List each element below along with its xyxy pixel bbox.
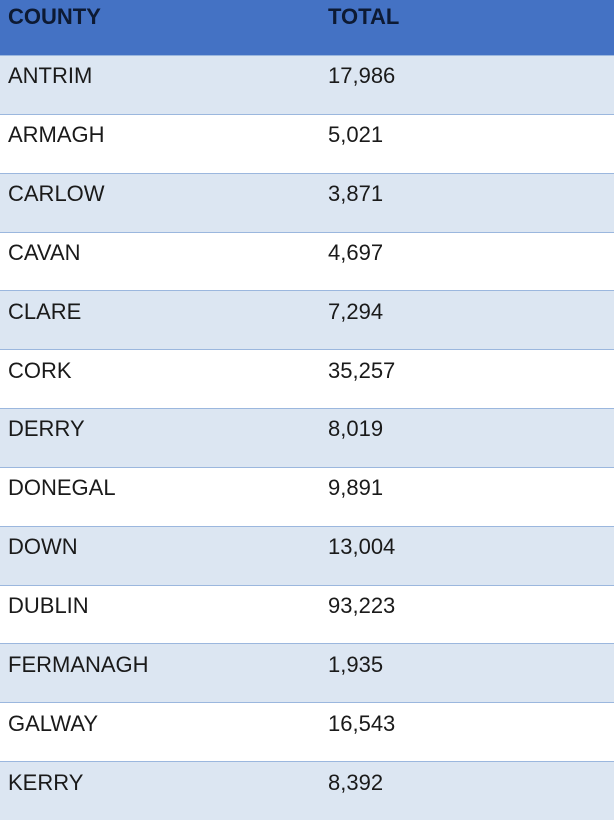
- total-cell: 93,223: [328, 593, 396, 619]
- total-cell: 8,392: [328, 769, 384, 795]
- total-cell: 17,986: [328, 63, 396, 89]
- total-cell: 4,697: [328, 239, 384, 265]
- county-cell: ANTRIM: [8, 63, 93, 89]
- county-cell: CLARE: [8, 298, 82, 324]
- table-row: FERMANAGH 1,935: [0, 643, 614, 703]
- header-cell: COUNTY: [8, 4, 101, 29]
- county-cell: GALWAY: [8, 710, 99, 736]
- county-cell: ARMAGH: [8, 122, 105, 148]
- total-cell: 35,257: [328, 357, 396, 383]
- total-cell: 3,871: [328, 181, 384, 207]
- table-row: CLARE 7,294: [0, 290, 614, 350]
- total-cell: 9,891: [328, 475, 384, 501]
- table-row: ARMAGH 5,021: [0, 113, 614, 173]
- table-row: DUBLIN 93,223: [0, 584, 614, 644]
- table-row: DONEGAL 9,891: [0, 466, 614, 526]
- total-cell: 1,935: [328, 651, 384, 677]
- header-cell: TOTAL: [328, 4, 400, 29]
- county-cell: CAVAN: [8, 239, 81, 265]
- county-cell: DONEGAL: [8, 475, 116, 501]
- table-row: KERRY 8,392: [0, 761, 614, 820]
- table-row: CAVAN 4,697: [0, 231, 614, 291]
- county-cell: DERRY: [8, 416, 85, 442]
- table-row: CORK 35,257: [0, 349, 614, 409]
- county-cell: KERRY: [8, 769, 84, 795]
- county-cell: FERMANAGH: [8, 651, 149, 677]
- county-cell: DUBLIN: [8, 593, 89, 619]
- county-cell: CARLOW: [8, 181, 105, 207]
- table-row: GALWAY 16,543: [0, 702, 614, 762]
- table-row: DOWN 13,004: [0, 525, 614, 585]
- table-row: ANTRIM 17,986: [0, 55, 614, 114]
- total-cell: 5,021: [328, 122, 384, 148]
- total-cell: 7,294: [328, 298, 384, 324]
- header-row: COUNTY TOTAL: [0, 0, 614, 55]
- table-row: CARLOW 3,871: [0, 172, 614, 232]
- total-cell: 13,004: [328, 534, 396, 560]
- county-cell: DOWN: [8, 534, 78, 560]
- total-cell: 8,019: [328, 416, 384, 442]
- total-cell: 16,543: [328, 710, 396, 736]
- table-row: DERRY 8,019: [0, 408, 614, 467]
- county-cell: CORK: [8, 357, 72, 383]
